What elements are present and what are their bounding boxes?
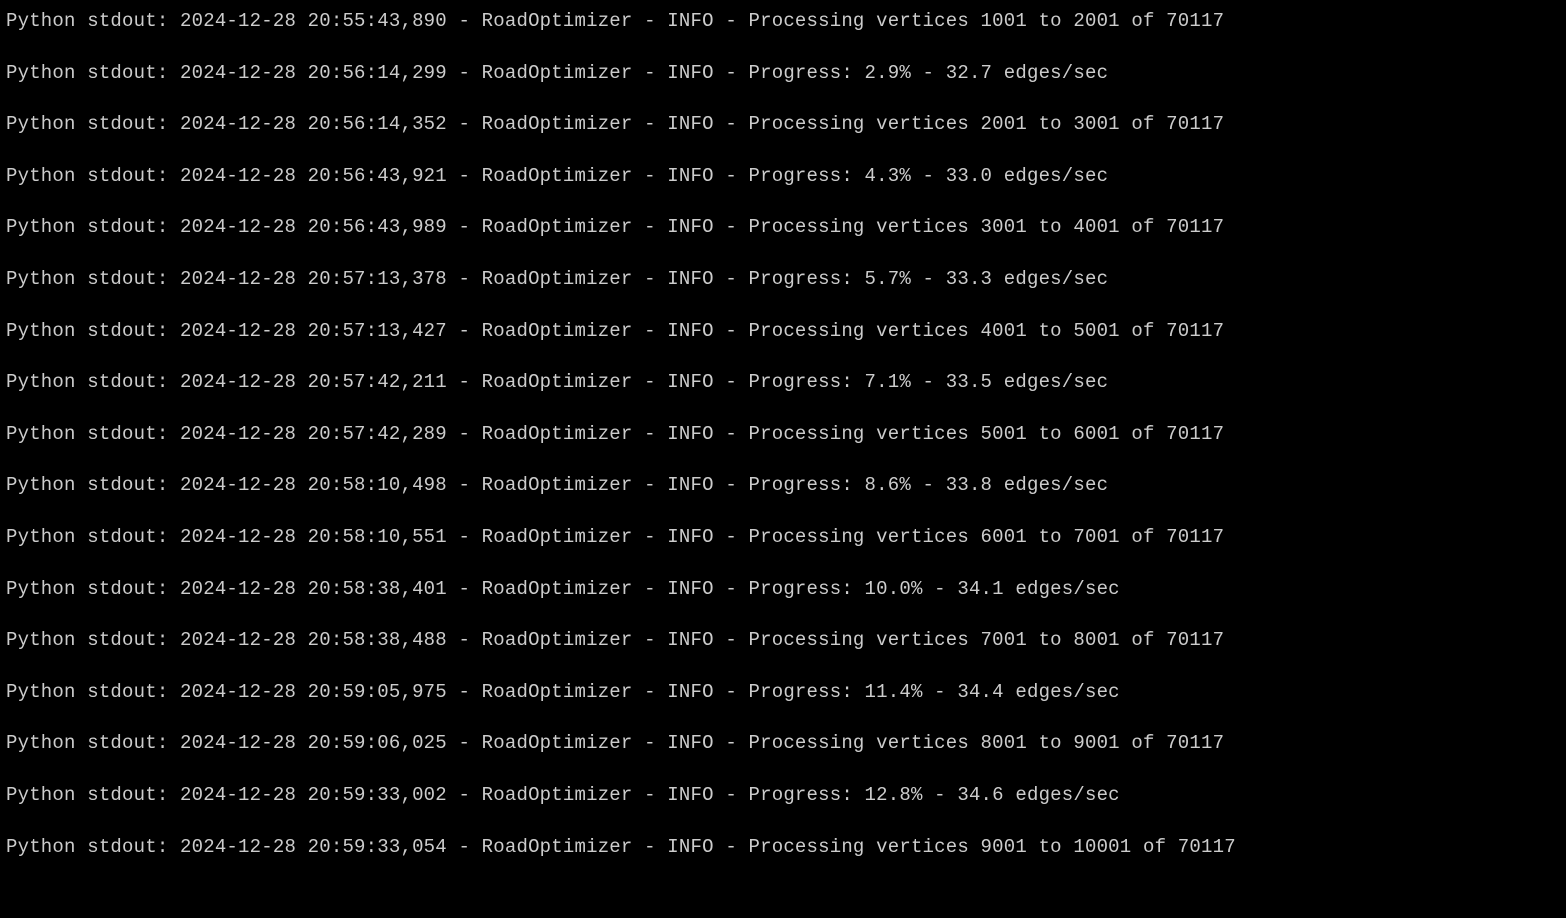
log-line: Python stdout: 2024-12-28 20:55:43,890 -…	[6, 8, 1560, 35]
log-line: Python stdout: 2024-12-28 20:59:33,054 -…	[6, 834, 1560, 861]
log-line: Python stdout: 2024-12-28 20:58:38,488 -…	[6, 627, 1560, 654]
log-line: Python stdout: 2024-12-28 20:57:13,427 -…	[6, 318, 1560, 345]
log-line: Python stdout: 2024-12-28 20:59:05,975 -…	[6, 679, 1560, 706]
log-line: Python stdout: 2024-12-28 20:56:14,352 -…	[6, 111, 1560, 138]
terminal-output: Python stdout: 2024-12-28 20:55:43,890 -…	[6, 8, 1560, 860]
log-line: Python stdout: 2024-12-28 20:56:43,921 -…	[6, 163, 1560, 190]
log-line: Python stdout: 2024-12-28 20:57:42,211 -…	[6, 369, 1560, 396]
log-line: Python stdout: 2024-12-28 20:58:38,401 -…	[6, 576, 1560, 603]
log-line: Python stdout: 2024-12-28 20:56:43,989 -…	[6, 214, 1560, 241]
log-line: Python stdout: 2024-12-28 20:57:13,378 -…	[6, 266, 1560, 293]
log-line: Python stdout: 2024-12-28 20:58:10,551 -…	[6, 524, 1560, 551]
log-line: Python stdout: 2024-12-28 20:59:06,025 -…	[6, 730, 1560, 757]
log-line: Python stdout: 2024-12-28 20:56:14,299 -…	[6, 60, 1560, 87]
log-line: Python stdout: 2024-12-28 20:59:33,002 -…	[6, 782, 1560, 809]
log-line: Python stdout: 2024-12-28 20:57:42,289 -…	[6, 421, 1560, 448]
log-line: Python stdout: 2024-12-28 20:58:10,498 -…	[6, 472, 1560, 499]
